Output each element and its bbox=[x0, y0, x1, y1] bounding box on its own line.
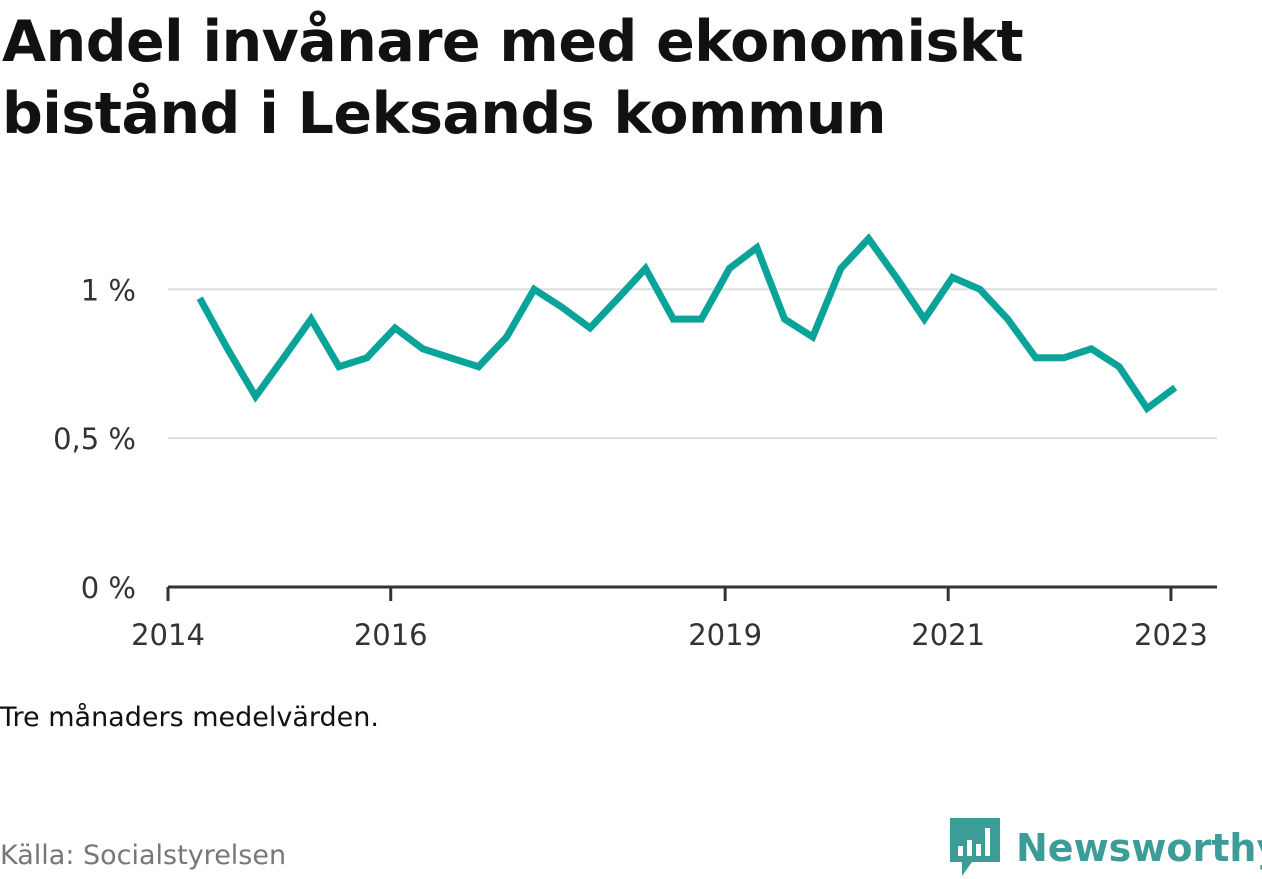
y-tick-label: 0,5 % bbox=[53, 422, 136, 456]
data-point bbox=[1004, 316, 1011, 323]
data-point bbox=[976, 286, 983, 293]
data-point bbox=[865, 235, 872, 242]
data-point bbox=[615, 295, 622, 302]
data-point bbox=[949, 274, 956, 281]
data-point bbox=[1116, 363, 1123, 370]
data-point bbox=[196, 295, 203, 302]
data-point bbox=[531, 286, 538, 293]
x-tick-label: 2014 bbox=[131, 618, 205, 652]
data-point bbox=[1172, 384, 1179, 391]
data-point bbox=[252, 393, 259, 400]
data-point bbox=[280, 354, 287, 361]
data-point bbox=[392, 325, 399, 332]
data-point bbox=[224, 345, 231, 352]
data-point bbox=[837, 265, 844, 272]
data-point bbox=[419, 345, 426, 352]
y-axis-labels: 0 % 0,5 % 1 % bbox=[53, 273, 136, 605]
data-point bbox=[726, 265, 733, 272]
x-tick-label: 2016 bbox=[354, 618, 428, 652]
chart-title: Andel invånare med ekonomiskt bistånd i … bbox=[2, 9, 1024, 147]
data-point bbox=[698, 316, 705, 323]
brand-name: Newsworthy bbox=[1016, 826, 1262, 870]
data-point bbox=[642, 265, 649, 272]
y-tick-label: 1 % bbox=[81, 273, 136, 307]
data-point bbox=[1144, 405, 1151, 412]
data-point bbox=[781, 316, 788, 323]
data-point bbox=[1032, 354, 1039, 361]
data-point bbox=[475, 363, 482, 370]
source-credit: Källa: Socialstyrelsen bbox=[0, 840, 287, 871]
newsworthy-brand: Newsworthy bbox=[950, 818, 1262, 878]
data-point bbox=[363, 354, 370, 361]
data-point bbox=[335, 363, 342, 370]
data-point bbox=[558, 304, 565, 311]
series-group bbox=[196, 233, 1179, 414]
data-point bbox=[586, 325, 593, 332]
data-point bbox=[893, 274, 900, 281]
series-line bbox=[196, 233, 1178, 414]
data-point bbox=[308, 316, 315, 323]
y-tick-label: 0 % bbox=[81, 571, 136, 605]
data-point bbox=[1060, 354, 1067, 361]
data-point bbox=[670, 316, 677, 323]
data-point bbox=[447, 354, 454, 361]
data-point bbox=[921, 316, 928, 323]
x-axis bbox=[166, 585, 1217, 601]
x-axis-labels: 2014 2016 2019 2021 2023 bbox=[131, 618, 1208, 652]
x-tick-label: 2021 bbox=[911, 618, 985, 652]
chart-note: Tre månaders medelvärden. bbox=[0, 702, 379, 733]
data-point bbox=[809, 333, 816, 340]
gridlines bbox=[168, 288, 1217, 440]
x-tick-label: 2019 bbox=[688, 618, 762, 652]
data-point bbox=[503, 333, 510, 340]
bar-chart-speech-bubble-icon bbox=[950, 818, 1000, 876]
x-tick-label: 2023 bbox=[1134, 618, 1208, 652]
data-point bbox=[1088, 345, 1095, 352]
data-point bbox=[753, 244, 760, 251]
